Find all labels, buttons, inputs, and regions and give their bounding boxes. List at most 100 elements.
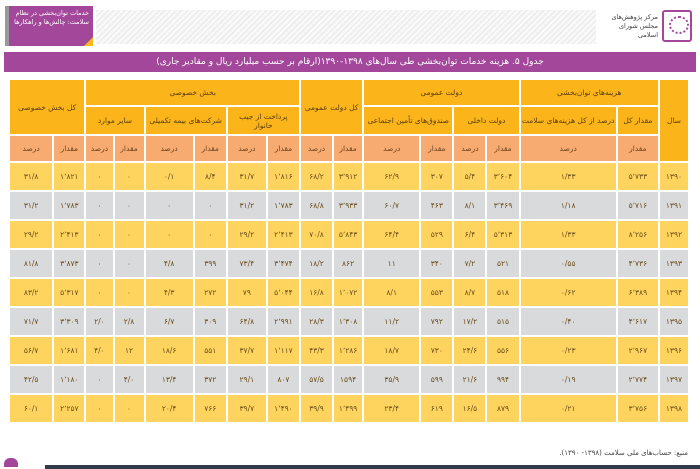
value-cell: ۴٬۶۱۷ [617, 308, 658, 335]
table-row: ۱۳۹۳ ۴٬۷۳۶ ۰/۵۵ ۵۲۱ ۷/۲ ۳۴۰ ۱۱ ۸۶۲ ۱۸/۲ ۳٬۴۷۴ ۷۳/۴… [10, 250, 688, 277]
value-cell: ۱٬۷۸۳ [54, 192, 85, 219]
unit-amount: مقدار [194, 136, 226, 161]
value-cell: ۱۲ [114, 337, 144, 364]
value-cell: ۲۹/۱ [227, 366, 266, 393]
value-cell: ۶۴/۸ [227, 308, 266, 335]
value-cell: ۳٬۴۶۹ [487, 192, 519, 219]
value-cell: ۱٬۶۸۱ [54, 337, 85, 364]
value-cell: ۰ [114, 395, 144, 422]
value-cell: ۰/۲۳ [520, 337, 616, 364]
value-cell: ۱/۱۸ [520, 192, 616, 219]
value-cell: ۱۸/۲ [300, 250, 333, 277]
value-cell: ۲٬۹۶۷ [617, 337, 658, 364]
value-cell: ۰ [114, 221, 144, 248]
value-cell: ۵۲۹ [421, 221, 453, 248]
col-insurance: شرکت‌های بیمه تکمیلی [145, 107, 226, 134]
table-row: ۱۳۹۷ ۲٬۷۷۴ ۰/۱۹ ۹۹۴ ۲۱/۶ ۵۹۹ ۳۵/۹ ۱۵۹۴ ۵۷/۵ ۸۰۷ ۲۹… [10, 366, 688, 393]
value-cell: ۰ [114, 192, 144, 219]
value-cell: ۷۳۰ [421, 337, 453, 364]
value-cell: ۶۲/۹ [364, 163, 420, 190]
value-cell: ۸٬۲۵۶ [617, 221, 658, 248]
value-cell: ۰ [86, 366, 113, 393]
value-cell: ۴/۸ [145, 250, 193, 277]
unit-percent: درصد [10, 136, 53, 161]
value-cell: ۲۴/۶ [454, 337, 486, 364]
unit-amount: مقدار [54, 136, 85, 161]
value-cell: ۵۷/۵ [300, 366, 333, 393]
value-cell: ۰ [114, 163, 144, 190]
value-cell: ۴۲/۵ [10, 366, 53, 393]
value-cell: ۲٬۹۹۱ [267, 308, 299, 335]
unit-percent: درصد [145, 136, 193, 161]
value-cell: ۳٬۳۰۹ [54, 308, 85, 335]
value-cell: ۳۷۲ [194, 366, 226, 393]
unit-amount: مقدار [617, 136, 658, 161]
value-cell: ۲۹/۲ [227, 221, 266, 248]
value-cell: ۰ [114, 279, 144, 306]
value-cell: ۱/۳۳ [520, 163, 616, 190]
header-pattern [96, 10, 596, 44]
value-cell: ۳٬۷۵۶ [617, 395, 658, 422]
group-rehab: هزینه‌های توان‌بخشی [520, 80, 658, 105]
value-cell: ۱٬۸۲۱ [54, 163, 85, 190]
year-cell: ۱۳۹۲ [659, 221, 688, 248]
value-cell: ۷۶۶ [194, 395, 226, 422]
value-cell: ۱٬۷۸۳ [267, 192, 299, 219]
unit-percent: درصد [454, 136, 486, 161]
value-cell: ۲٬۷۷۴ [617, 366, 658, 393]
value-cell: ۳٬۸۷۳ [54, 250, 85, 277]
col-domestic-gov: دولت داخلی [454, 107, 519, 134]
value-cell: ۲/۸ [114, 308, 144, 335]
year-cell: ۱۳۹۸ [659, 395, 688, 422]
unit-percent: درصد [86, 136, 113, 161]
value-cell: ۵/۴ [454, 163, 486, 190]
value-cell: ۰ [145, 221, 193, 248]
value-cell: ۲/۰ [86, 308, 113, 335]
value-cell: ۴/۳ [145, 279, 193, 306]
value-cell: ۵٬۷۳۳ [617, 163, 658, 190]
value-cell: ۰ [86, 250, 113, 277]
value-cell: ۷۳/۴ [227, 250, 266, 277]
value-cell: ۳۴۰ [421, 250, 453, 277]
value-cell: ۲۳/۴ [364, 395, 420, 422]
value-cell: ۱۳/۴ [145, 366, 193, 393]
value-cell: ۰ [114, 250, 144, 277]
value-cell: ۸/۷ [454, 279, 486, 306]
value-cell: ۵۵۱ [194, 337, 226, 364]
col-other: سایر موارد [86, 107, 144, 134]
value-cell: ۰/۴۰ [520, 308, 616, 335]
value-cell: ۵۱۵ [487, 308, 519, 335]
group-private: بخش خصوصی [86, 80, 299, 105]
value-cell: ۱۵۹۴ [334, 366, 363, 393]
value-cell: ۳۱/۲ [10, 192, 53, 219]
value-cell: ۱/۳۳ [520, 221, 616, 248]
value-cell: ۰ [194, 221, 226, 248]
group-public: دولت عمومی [364, 80, 519, 105]
value-cell: ۲۱/۶ [454, 366, 486, 393]
value-cell: ۸۱/۸ [10, 250, 53, 277]
year-cell: ۱۳۹۴ [659, 279, 688, 306]
col-year: سال [659, 80, 688, 161]
unit-amount: مقدار [114, 136, 144, 161]
value-cell: ۰/۲۱ [520, 395, 616, 422]
value-cell: ۴/۰ [114, 366, 144, 393]
unit-percent: درصد [364, 136, 420, 161]
value-cell: ۱٬۱۸۰ [54, 366, 85, 393]
value-cell: ۸۳/۲ [10, 279, 53, 306]
value-cell: ۱٬۱۱۷ [267, 337, 299, 364]
year-cell: ۱۳۹۱ [659, 192, 688, 219]
year-cell: ۱۳۹۶ [659, 337, 688, 364]
unit-percent: درصد [520, 136, 616, 161]
value-cell: ۷۱/۷ [10, 308, 53, 335]
value-cell: ۰ [86, 279, 113, 306]
value-cell: ۴۳/۳ [300, 337, 333, 364]
value-cell: ۶۸/۲ [300, 163, 333, 190]
value-cell: ۲۰/۴ [145, 395, 193, 422]
table-row: ۱۳۹۸ ۳٬۷۵۶ ۰/۲۱ ۸۷۹ ۱۶/۵ ۶۱۹ ۲۳/۴ ۱٬۴۹۹ ۳۹/۹ ۱٬۴۹… [10, 395, 688, 422]
value-cell: ۵۲۱ [487, 250, 519, 277]
value-cell: ۱۱/۲ [364, 308, 420, 335]
table-row: ۱۳۹۵ ۴٬۶۱۷ ۰/۴۰ ۵۱۵ ۱۷/۲ ۷۹۲ ۱۱/۲ ۱٬۳۰۸ ۲۸/۳ ۲٬۹۹… [10, 308, 688, 335]
value-cell: ۵٬۸۴۳ [334, 221, 363, 248]
value-cell: ۶۴/۴ [364, 221, 420, 248]
unit-amount: مقدار [421, 136, 453, 161]
